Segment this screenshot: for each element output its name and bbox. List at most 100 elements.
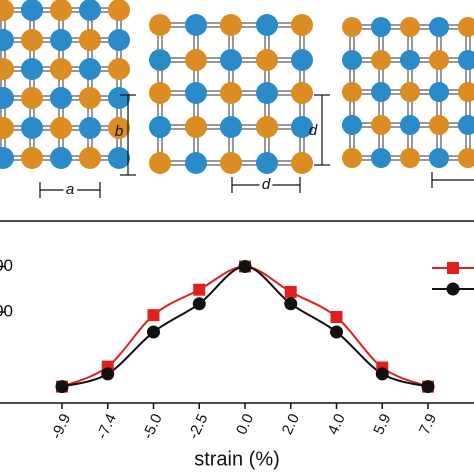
- atom: [21, 147, 43, 169]
- atom: [342, 50, 362, 70]
- atom: [0, 29, 14, 51]
- atom: [342, 17, 362, 37]
- point: [238, 260, 252, 273]
- atom: [185, 116, 207, 138]
- dim-label: b: [115, 123, 123, 140]
- atom: [185, 14, 207, 36]
- x-tick-label: -9.9: [48, 411, 74, 442]
- atom: [371, 82, 391, 102]
- point: [147, 325, 160, 339]
- atom: [149, 82, 171, 104]
- lattice-panels: [0, 0, 474, 174]
- x-tick-label: 7.9: [416, 411, 440, 437]
- atom: [0, 87, 14, 109]
- point: [284, 297, 298, 311]
- atom: [429, 148, 449, 168]
- atom: [0, 0, 14, 21]
- atom: [108, 117, 130, 139]
- point: [330, 311, 343, 324]
- dimension-markers: [39, 94, 474, 198]
- x-tick-label: -5.0: [139, 411, 165, 442]
- atom: [429, 50, 449, 70]
- x-tick-label: -2.5: [185, 411, 211, 442]
- atom: [108, 29, 130, 51]
- atom: [429, 115, 449, 135]
- atom: [21, 29, 43, 51]
- atom: [149, 152, 171, 174]
- atom: [220, 14, 242, 36]
- legend: [432, 262, 474, 296]
- y-tick-label: 300: [0, 256, 13, 275]
- point: [375, 367, 389, 381]
- atom: [400, 17, 420, 37]
- point: [147, 309, 160, 322]
- atom: [291, 14, 313, 36]
- y-tick-label: 200: [0, 301, 13, 320]
- atom: [149, 14, 171, 36]
- atom: [371, 115, 391, 135]
- atom: [108, 58, 130, 80]
- dim-label: d: [309, 122, 318, 139]
- x-tick-label: 4.0: [324, 411, 348, 437]
- x-tick-label: 0.0: [233, 411, 257, 437]
- atom: [79, 117, 101, 139]
- series-line: [61, 265, 429, 388]
- atom: [185, 152, 207, 174]
- atom: [256, 14, 278, 36]
- atom: [220, 82, 242, 104]
- point: [101, 367, 115, 381]
- atom: [429, 17, 449, 37]
- atom: [400, 115, 420, 135]
- atom: [108, 87, 130, 109]
- dim-label: d: [262, 176, 271, 193]
- x-tick-label: 5.9: [370, 411, 394, 437]
- atom: [0, 117, 14, 139]
- atom: [400, 148, 420, 168]
- atom: [21, 117, 43, 139]
- atom: [108, 0, 130, 21]
- atom: [185, 82, 207, 104]
- atom: [21, 58, 43, 80]
- atom: [21, 0, 43, 21]
- x-tick-label: 2.0: [279, 411, 303, 437]
- atom: [342, 148, 362, 168]
- legend-marker: [447, 262, 459, 274]
- atom: [342, 115, 362, 135]
- atom: [149, 116, 171, 138]
- atom: [79, 29, 101, 51]
- point: [192, 297, 206, 311]
- atom: [79, 58, 101, 80]
- atom: [429, 82, 449, 102]
- atom: [79, 147, 101, 169]
- atom: [21, 87, 43, 109]
- atom: [256, 152, 278, 174]
- atom: [50, 87, 72, 109]
- series-line: [61, 265, 429, 388]
- atom: [256, 82, 278, 104]
- atom: [371, 17, 391, 37]
- point: [55, 380, 69, 394]
- atom: [256, 116, 278, 138]
- atom: [0, 58, 14, 80]
- x-axis-label: strain (%): [194, 448, 280, 470]
- point: [193, 283, 206, 296]
- atom: [79, 0, 101, 21]
- atom: [458, 115, 474, 135]
- atom: [400, 50, 420, 70]
- atom: [400, 82, 420, 102]
- atom: [50, 117, 72, 139]
- atom: [50, 147, 72, 169]
- atom: [149, 49, 171, 71]
- atom: [108, 147, 130, 169]
- legend-marker: [446, 282, 460, 296]
- atom: [291, 152, 313, 174]
- atom: [256, 49, 278, 71]
- atom: [50, 58, 72, 80]
- atom: [458, 82, 474, 102]
- atom: [458, 17, 474, 37]
- atom: [291, 116, 313, 138]
- atom: [220, 116, 242, 138]
- atom: [220, 49, 242, 71]
